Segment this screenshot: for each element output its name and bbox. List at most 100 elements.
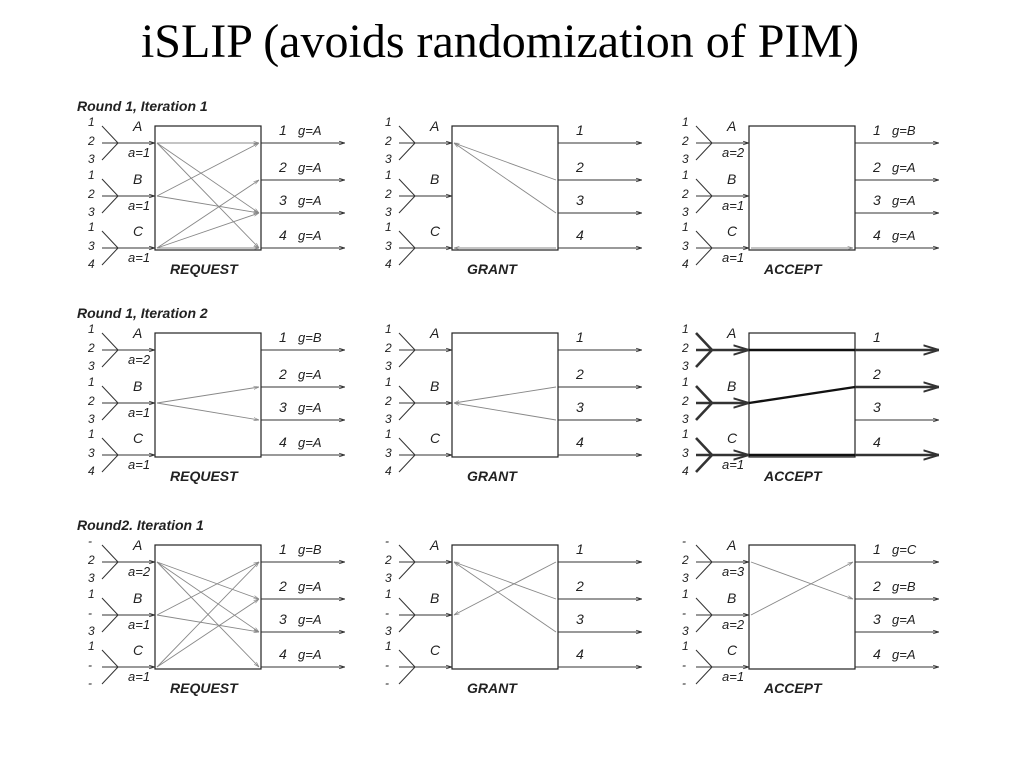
input-a: 1 2 3 A <box>384 115 452 166</box>
grant-pointer: g=A <box>298 193 322 208</box>
connection-edge <box>156 562 259 668</box>
input-c: 1 3 4 Ca=1 <box>682 427 749 478</box>
port-number: 3 <box>682 152 689 166</box>
grant-pointer: g=A <box>892 228 916 243</box>
fan-line <box>695 349 713 368</box>
input-label: B <box>133 378 142 394</box>
round-title: Round 1, Iteration 2 <box>77 305 208 321</box>
port-number: 1 <box>88 375 95 389</box>
port-number: 2 <box>681 134 689 148</box>
connection-edge <box>156 614 259 632</box>
fan-line <box>398 649 416 668</box>
grant-pointer: g=A <box>892 647 916 662</box>
connection-edge <box>750 561 853 600</box>
output-4: 4 g=A <box>855 227 939 248</box>
output-label: 4 <box>873 434 881 450</box>
crossbar-box <box>748 332 856 458</box>
fan-line <box>695 385 713 404</box>
grant-pointer: g=A <box>298 435 322 450</box>
fan-line <box>101 544 119 563</box>
input-label: B <box>727 590 736 606</box>
port-number: - <box>88 534 92 548</box>
port-number: 1 <box>88 168 95 182</box>
input-label: A <box>132 537 142 553</box>
input-c: 1 3 4 Ca=1 <box>682 220 749 271</box>
output-4: 4 g=A <box>855 646 939 667</box>
output-label: 1 <box>873 329 881 345</box>
fan-line <box>101 597 119 616</box>
output-1: 1 <box>558 329 642 350</box>
grant-pointer: g=B <box>892 579 916 594</box>
slide-title: iSLIP (avoids randomization of PIM) <box>140 15 860 68</box>
output-label: 3 <box>576 611 584 627</box>
connection-edge <box>454 142 557 181</box>
output-label: 3 <box>873 611 881 627</box>
input-label: C <box>133 223 144 239</box>
fan-line <box>695 614 713 633</box>
fan-line <box>398 230 416 249</box>
fan-line <box>398 195 416 214</box>
accept-pointer: a=1 <box>722 198 744 213</box>
input-label: C <box>430 223 441 239</box>
grant-pointer: g=A <box>298 400 322 415</box>
port-number: 1 <box>88 427 95 441</box>
output-1: 1 <box>558 541 642 562</box>
port-number: 1 <box>88 639 95 653</box>
fan-line <box>398 597 416 616</box>
input-label: C <box>133 430 144 446</box>
port-number: - <box>385 534 389 548</box>
fan-line <box>101 437 119 456</box>
input-a: 1 2 3 Aa=2 <box>87 322 155 373</box>
input-label: A <box>429 325 439 341</box>
grant-pointer: g=A <box>298 228 322 243</box>
accept-pointer: a=1 <box>128 669 150 684</box>
input-b: 1 2 3 B <box>681 375 749 426</box>
input-c: 1 3 4 C <box>385 220 452 271</box>
grant-pointer: g=B <box>892 123 916 138</box>
round-titles: Round 1, Iteration 1 Round 1, Iteration 2… <box>77 98 208 533</box>
connection-edge <box>454 561 557 615</box>
box-label: ACCEPT <box>763 680 823 696</box>
fan-line <box>695 561 713 580</box>
port-number: - <box>682 606 686 620</box>
output-label: 1 <box>873 541 881 557</box>
output-2: 2 g=A <box>261 159 345 180</box>
port-number: 4 <box>88 257 95 271</box>
input-c: 1 3 4 Ca=1 <box>88 427 155 478</box>
fan-line <box>398 437 416 456</box>
output-label: 2 <box>278 159 287 175</box>
accept-pointer: a=1 <box>722 457 744 472</box>
port-number: 3 <box>88 205 95 219</box>
fan-line <box>695 230 713 249</box>
output-label: 1 <box>279 541 287 557</box>
port-number: 2 <box>681 394 689 408</box>
input-label: A <box>429 118 439 134</box>
output-label: 1 <box>576 122 584 138</box>
output-label: 3 <box>279 611 287 627</box>
output-label: 4 <box>873 227 881 243</box>
port-number: 2 <box>681 187 689 201</box>
port-number: 3 <box>88 446 95 460</box>
output-label: 1 <box>279 329 287 345</box>
output-2: 2 <box>855 366 939 387</box>
output-label: 2 <box>872 159 881 175</box>
input-b: 1 2 3 B <box>384 375 452 426</box>
input-label: C <box>727 430 738 446</box>
box-label: GRANT <box>467 468 518 484</box>
output-4: 4 <box>558 434 642 455</box>
output-label: 2 <box>278 578 287 594</box>
fan-line <box>398 178 416 197</box>
input-a: 1 2 3 A <box>681 322 749 373</box>
crossbar-box <box>154 332 262 458</box>
port-number: 3 <box>385 152 392 166</box>
port-number: - <box>385 658 389 672</box>
port-number: 4 <box>385 257 392 271</box>
connection-edge <box>156 561 259 632</box>
port-number: 3 <box>682 446 689 460</box>
output-label: 1 <box>576 329 584 345</box>
port-number: 4 <box>385 464 392 478</box>
output-label: 3 <box>279 399 287 415</box>
port-number: 1 <box>385 587 392 601</box>
output-1: 1 g=B <box>855 122 939 143</box>
